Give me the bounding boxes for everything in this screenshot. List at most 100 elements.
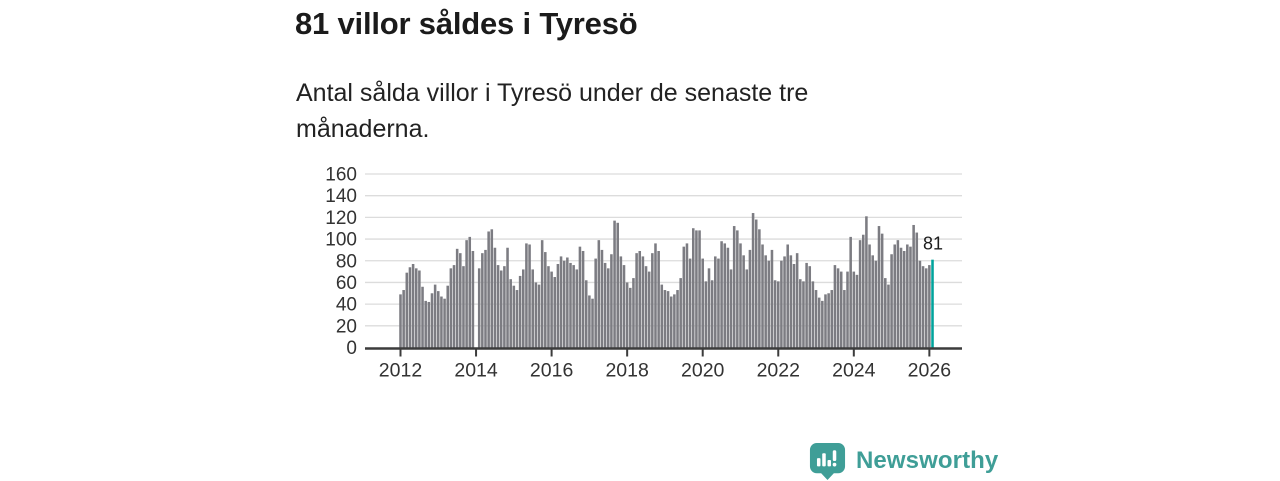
bar [566, 257, 569, 348]
bar [641, 256, 645, 348]
bar [606, 268, 610, 348]
bar [849, 236, 852, 348]
bar [783, 256, 786, 348]
bar [868, 244, 871, 348]
bar [893, 244, 897, 348]
bar [723, 243, 727, 348]
bar [503, 266, 506, 348]
bar [717, 258, 720, 348]
bar [710, 280, 714, 348]
bar [884, 278, 887, 348]
bar-chart-speech-bubble-icon [809, 442, 846, 481]
bar [748, 249, 752, 348]
bar [701, 258, 704, 348]
bar [698, 230, 701, 348]
bar [430, 293, 434, 348]
bar [805, 262, 808, 348]
y-tick-label: 80 [336, 251, 357, 272]
bar [572, 265, 575, 348]
bar [424, 300, 427, 348]
x-tick-label: 2018 [605, 360, 648, 382]
bar [679, 278, 682, 348]
bar [732, 226, 736, 348]
bar [518, 275, 522, 348]
bar [758, 229, 761, 348]
bar [613, 220, 616, 348]
highlighted-bar [931, 259, 934, 348]
bar [490, 229, 494, 348]
bar [685, 243, 689, 348]
bar [449, 268, 453, 348]
bar [562, 260, 566, 348]
bar [830, 290, 834, 348]
bar [629, 287, 632, 348]
bar [751, 213, 755, 348]
bar [858, 240, 862, 348]
bar [877, 226, 881, 348]
bar [487, 231, 490, 348]
bar [704, 281, 708, 348]
bar [414, 268, 418, 348]
bar [802, 281, 805, 348]
page-title: 81 villor såldes i Tyresö [295, 6, 638, 41]
bar [874, 260, 878, 348]
x-tick-label: 2016 [530, 360, 573, 382]
bar [610, 254, 613, 348]
bar [808, 266, 812, 348]
bar [506, 247, 509, 348]
bar [669, 296, 673, 348]
bar [569, 262, 572, 348]
bar [918, 260, 922, 348]
bar [861, 234, 865, 348]
bar [921, 266, 925, 348]
bar [647, 271, 651, 348]
bar [906, 244, 909, 348]
bar [421, 286, 424, 348]
bar [673, 294, 676, 348]
bar [459, 253, 462, 348]
bar [644, 266, 648, 348]
y-tick-label: 120 [325, 208, 357, 229]
bar [462, 266, 465, 348]
bar [525, 243, 528, 348]
highlight-value-label: 81 [923, 234, 943, 254]
bar [688, 258, 692, 348]
bar [600, 249, 604, 348]
bar [540, 240, 544, 348]
bar [915, 232, 919, 348]
bar [588, 295, 591, 348]
y-tick-label: 40 [336, 295, 357, 316]
bar [616, 222, 619, 348]
bar [443, 298, 446, 348]
newsworthy-brand-link[interactable]: Newsworthy [808, 441, 998, 481]
bar [899, 247, 903, 348]
bar [909, 246, 912, 348]
x-tick-label: 2026 [908, 360, 951, 382]
bar [522, 269, 525, 348]
bar [736, 230, 739, 348]
bar [455, 248, 459, 348]
bar [767, 260, 771, 348]
bar [531, 269, 534, 348]
bar [792, 264, 796, 348]
bar [597, 240, 601, 348]
bar [499, 270, 503, 348]
bar [821, 300, 824, 348]
x-tick-label: 2020 [681, 360, 725, 382]
bar [411, 264, 415, 348]
bar [865, 216, 868, 348]
bar [773, 280, 777, 348]
bar [691, 228, 695, 348]
bar [440, 296, 443, 348]
bar [651, 253, 654, 348]
bar [537, 284, 541, 348]
bar [811, 281, 815, 348]
bar [550, 271, 553, 348]
bar [437, 291, 440, 348]
bar [846, 271, 849, 348]
bar [676, 290, 679, 348]
bar [786, 244, 789, 348]
bar [695, 230, 698, 348]
bar [418, 270, 421, 348]
